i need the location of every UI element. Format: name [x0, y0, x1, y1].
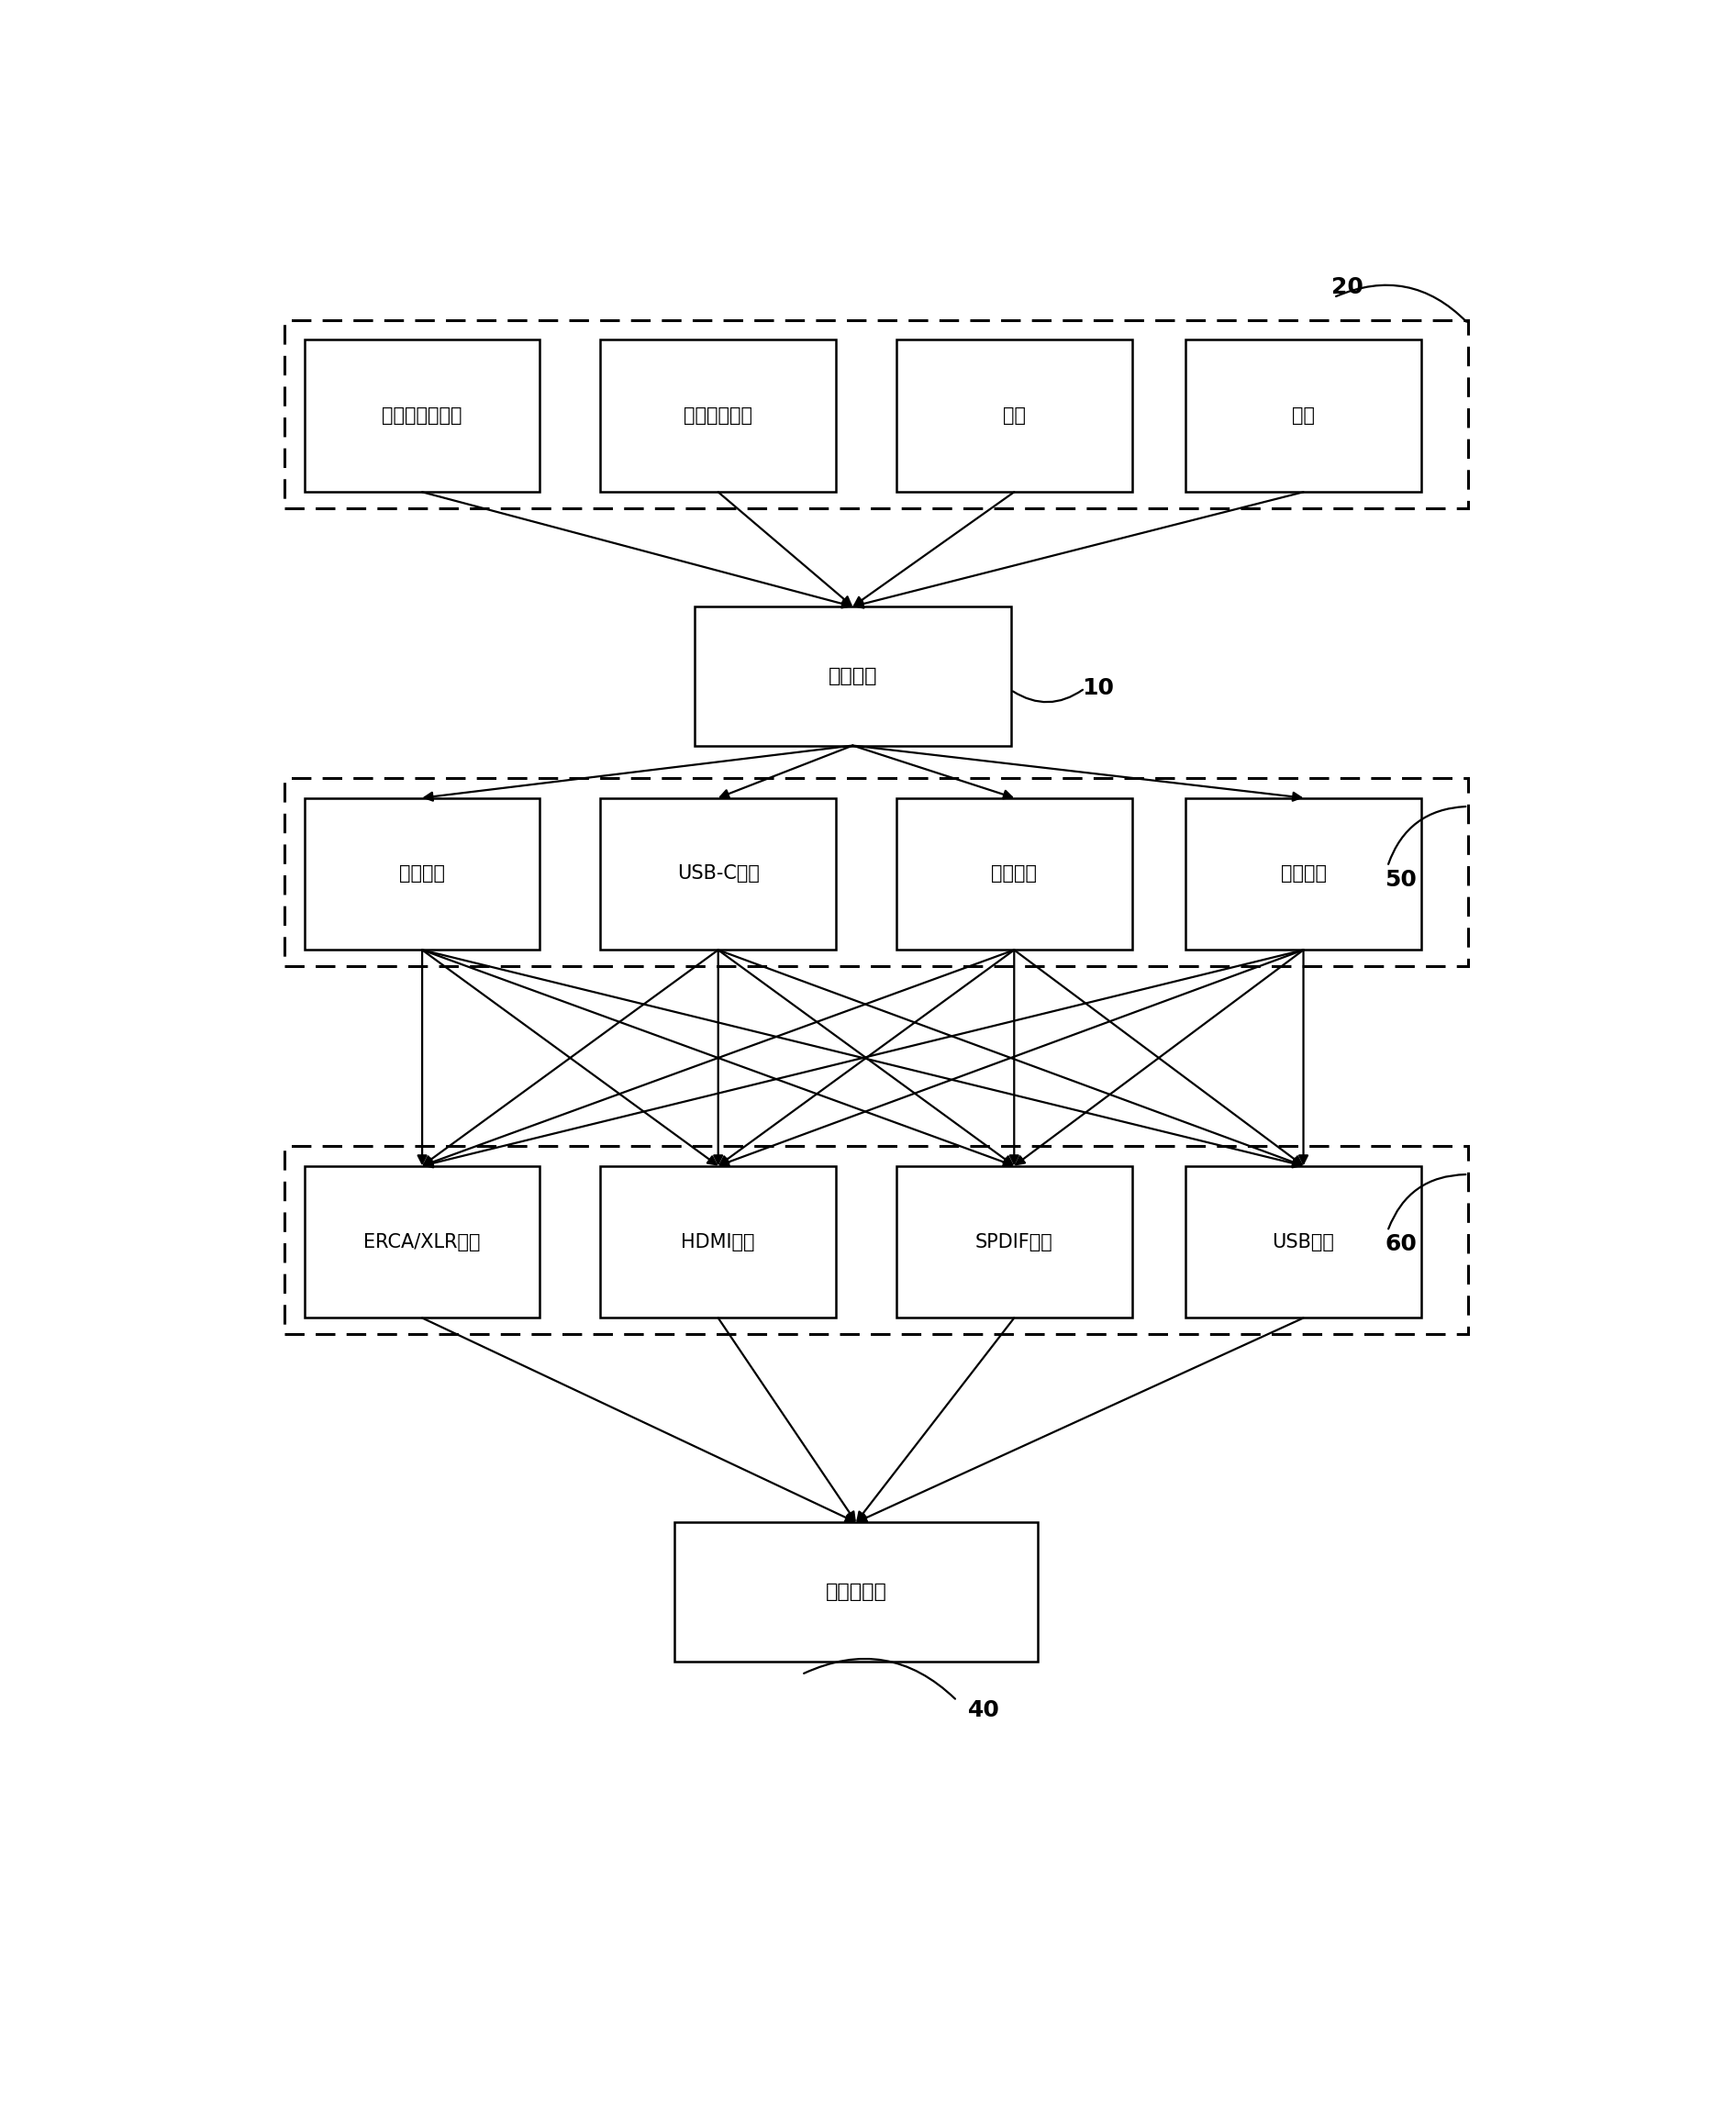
Bar — [304, 799, 540, 949]
Text: SPDIF输出: SPDIF输出 — [976, 1232, 1054, 1251]
Bar — [896, 1166, 1132, 1317]
Bar — [1186, 340, 1422, 493]
Text: 音频输出设备: 音频输出设备 — [684, 408, 753, 425]
Bar — [601, 799, 835, 949]
Bar — [674, 1523, 1038, 1661]
Bar — [285, 1147, 1469, 1334]
Bar — [285, 777, 1469, 966]
Bar — [694, 607, 1010, 746]
Text: 同轴输入: 同轴输入 — [1281, 864, 1326, 884]
Text: 继电器开关: 继电器开关 — [825, 1582, 887, 1601]
Bar — [304, 1166, 540, 1317]
Bar — [304, 340, 540, 493]
Text: 控制设备: 控制设备 — [828, 667, 877, 686]
Text: 电脑: 电脑 — [1292, 408, 1314, 425]
Text: HDMI输出: HDMI输出 — [681, 1232, 755, 1251]
Bar — [285, 321, 1469, 508]
Text: 60: 60 — [1385, 1234, 1417, 1255]
Text: ERCA/XLR输出: ERCA/XLR输出 — [363, 1232, 481, 1251]
Text: 50: 50 — [1385, 869, 1417, 890]
Bar — [896, 340, 1132, 493]
Text: 可移动存储设备: 可移动存储设备 — [382, 408, 462, 425]
Bar — [1186, 799, 1422, 949]
Text: 40: 40 — [969, 1699, 1000, 1720]
Text: 光纤输入: 光纤输入 — [991, 864, 1036, 884]
Bar — [601, 340, 835, 493]
Bar — [896, 799, 1132, 949]
Text: 蓝牙输入: 蓝牙输入 — [399, 864, 444, 884]
Text: USB-C输入: USB-C输入 — [677, 864, 759, 884]
Text: USB输出: USB输出 — [1272, 1232, 1335, 1251]
Bar — [1186, 1166, 1422, 1317]
Text: 手机: 手机 — [1003, 408, 1026, 425]
Text: 20: 20 — [1332, 276, 1363, 299]
Bar — [601, 1166, 835, 1317]
Text: 10: 10 — [1082, 678, 1115, 699]
